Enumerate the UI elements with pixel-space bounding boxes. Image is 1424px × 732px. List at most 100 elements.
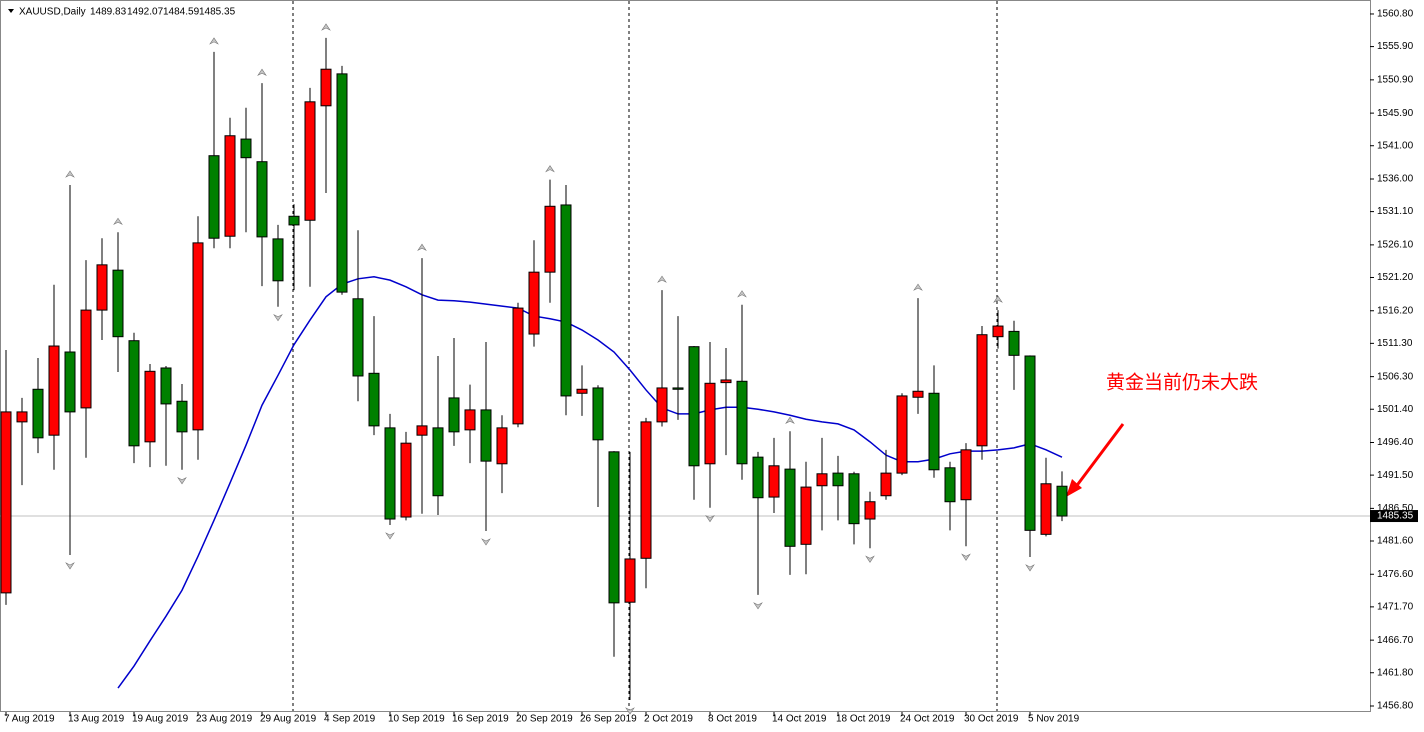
candle-body — [224, 135, 236, 237]
candle-body — [192, 242, 204, 431]
candle-body — [960, 449, 972, 501]
plot-frame — [0, 0, 1371, 712]
candle-body — [240, 138, 252, 159]
candle-body — [496, 427, 508, 465]
candle-body — [176, 400, 188, 433]
candle-body — [592, 387, 604, 441]
annotation-arrowhead — [1066, 479, 1082, 497]
fractal-down — [273, 313, 283, 322]
candle-body — [528, 271, 540, 335]
header-open: 1489.83 — [90, 7, 127, 18]
candle-body — [928, 392, 940, 471]
candle-body — [576, 388, 588, 394]
fractal-up — [65, 170, 75, 178]
candle-body — [880, 472, 892, 497]
candle-body — [688, 346, 700, 467]
candle-body — [704, 382, 716, 465]
candle-body — [944, 467, 956, 503]
chart-title: XAUUSD,Daily — [19, 7, 86, 18]
candle-body — [368, 372, 380, 427]
candle-body — [320, 68, 332, 107]
fractal-up — [545, 165, 555, 173]
y-tick-label: 1521.20 — [1377, 272, 1414, 283]
fractal-down — [753, 602, 763, 610]
y-tick-label: 1555.90 — [1377, 41, 1414, 52]
header-icon — [8, 9, 14, 13]
fractal-down — [177, 477, 187, 485]
candle-body — [80, 309, 92, 409]
y-tick-label: 1461.80 — [1377, 667, 1414, 678]
candle-body — [864, 501, 876, 520]
candle-body — [128, 340, 140, 447]
candle-body — [656, 387, 668, 423]
candle-body — [208, 155, 220, 239]
y-tick-label: 1531.10 — [1377, 206, 1414, 217]
candle-body — [384, 427, 396, 520]
candle-body — [720, 379, 732, 384]
header-low: 1484.59 — [163, 7, 200, 18]
x-tick-label: 19 Aug 2019 — [132, 714, 189, 725]
candle-body — [416, 425, 428, 436]
candle-body — [272, 238, 284, 282]
candle-body — [560, 204, 572, 397]
candle-body — [480, 409, 492, 462]
y-tick-label: 1536.00 — [1377, 174, 1414, 185]
candle-body — [768, 465, 780, 498]
y-tick-label: 1491.50 — [1377, 470, 1414, 481]
x-tick-label: 24 Oct 2019 — [900, 714, 955, 725]
candle-body — [288, 215, 300, 226]
y-tick-label: 1541.00 — [1377, 140, 1414, 151]
candle-body — [608, 451, 620, 604]
candle-body — [160, 367, 172, 405]
candle-body — [672, 387, 684, 390]
candle-body — [464, 409, 476, 431]
fractal-down — [865, 555, 875, 563]
price-tag — [1370, 510, 1418, 523]
fractal-down — [385, 532, 395, 540]
x-tick-label: 8 Oct 2019 — [708, 714, 757, 725]
candle-body — [544, 205, 556, 273]
y-tick-label: 1501.40 — [1377, 404, 1414, 415]
candle-body — [16, 411, 28, 423]
header-close: 1485.35 — [199, 7, 236, 18]
candle-body — [992, 325, 1004, 338]
candle-body — [976, 334, 988, 447]
annotation-arrow — [1073, 423, 1125, 489]
y-tick-label: 1471.70 — [1377, 602, 1414, 613]
candle-body — [352, 298, 364, 377]
candle-body — [912, 390, 924, 398]
candle-body — [0, 411, 12, 594]
candle-body — [816, 473, 828, 487]
candle-body — [432, 427, 444, 497]
y-tick-label: 1550.90 — [1377, 74, 1414, 85]
candle-body — [640, 421, 652, 559]
candle-body — [624, 558, 636, 603]
y-tick-label: 1511.30 — [1377, 338, 1413, 349]
x-tick-label: 5 Nov 2019 — [1028, 714, 1080, 725]
y-tick-label: 1516.20 — [1377, 305, 1414, 316]
y-tick-label: 1476.60 — [1377, 569, 1414, 580]
fractal-up — [321, 23, 331, 31]
x-tick-label: 20 Sep 2019 — [516, 714, 573, 725]
candle-body — [1040, 483, 1052, 535]
x-tick-label: 30 Oct 2019 — [964, 714, 1019, 725]
candle-body — [32, 388, 44, 439]
fractal-up — [209, 37, 219, 45]
candle-body — [48, 345, 60, 436]
fractal-down — [961, 553, 971, 561]
candle-body — [448, 397, 460, 433]
candle-body — [400, 442, 412, 518]
fractal-up — [737, 290, 747, 298]
fractal-down — [65, 562, 75, 570]
x-tick-label: 16 Sep 2019 — [452, 714, 509, 725]
fractal-up — [417, 243, 427, 251]
y-tick-label: 1496.40 — [1377, 437, 1414, 448]
fractal-down — [625, 707, 635, 715]
x-tick-label: 26 Sep 2019 — [580, 714, 637, 725]
candle-body — [1024, 355, 1036, 531]
fractal-up — [785, 416, 795, 424]
fractal-up — [993, 295, 1003, 303]
x-tick-label: 29 Aug 2019 — [260, 714, 317, 725]
price-tag-label: 1485.35 — [1377, 511, 1414, 522]
